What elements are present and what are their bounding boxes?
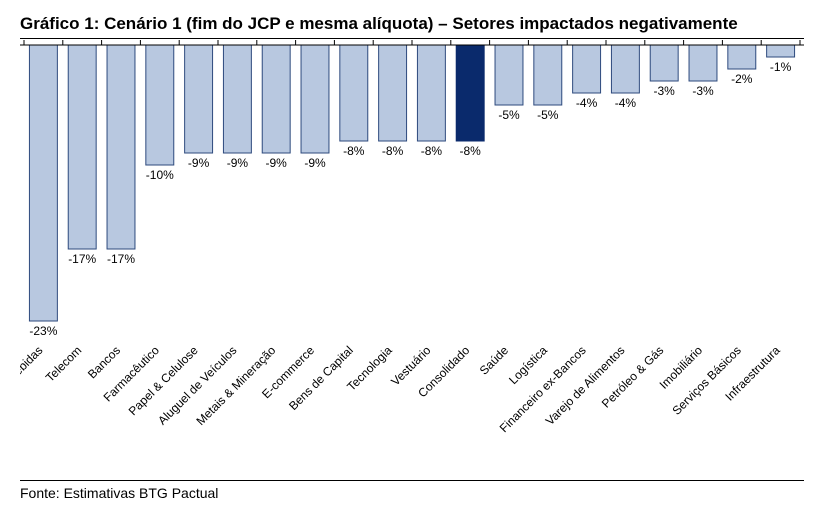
category-label: Serviços Básicos — [669, 343, 744, 418]
bar — [107, 45, 135, 249]
category-label: Saúde — [477, 343, 512, 378]
bar — [767, 45, 795, 57]
bar — [68, 45, 96, 249]
bar — [689, 45, 717, 81]
bar-value-label: -9% — [227, 156, 249, 170]
bar-value-label: -3% — [692, 84, 714, 98]
bar — [650, 45, 678, 81]
bar — [340, 45, 368, 141]
bar-value-label: -8% — [421, 144, 443, 158]
bar-value-label: -4% — [576, 96, 598, 110]
chart-title: Gráfico 1: Cenário 1 (fim do JCP e mesma… — [20, 14, 804, 39]
bar — [301, 45, 329, 153]
bar-value-label: -4% — [615, 96, 637, 110]
bar-value-label: -23% — [29, 324, 57, 338]
chart-container: -23% -17% -17% -10% -9% -9% -9% -9% -8% -8% -8% -8%… — [20, 39, 804, 480]
bar — [146, 45, 174, 165]
bar — [417, 45, 445, 141]
bar-value-label: -8% — [382, 144, 404, 158]
bar — [223, 45, 251, 153]
bar — [185, 45, 213, 153]
bar-value-label: -9% — [266, 156, 288, 170]
bar — [534, 45, 562, 105]
bar-value-label: -1% — [770, 60, 792, 74]
bar-value-label: -17% — [107, 252, 135, 266]
bar — [456, 45, 484, 141]
category-label: Papel & Celulose — [126, 343, 201, 418]
bar — [262, 45, 290, 153]
bar — [495, 45, 523, 105]
bar-value-label: -10% — [146, 168, 174, 182]
bar-value-label: -8% — [343, 144, 365, 158]
bar-value-label: -3% — [654, 84, 676, 98]
bar — [728, 45, 756, 69]
bar-value-label: -8% — [460, 144, 482, 158]
chart-source: Fonte: Estimativas BTG Pactual — [20, 480, 804, 501]
bar-value-label: -9% — [188, 156, 210, 170]
bar-value-label: -5% — [498, 108, 520, 122]
category-label: Bancos — [85, 343, 123, 381]
bar-chart: -23% -17% -17% -10% -9% -9% -9% -9% -8% -8% -8% -8%… — [20, 39, 804, 475]
bar-value-label: -5% — [537, 108, 559, 122]
bar — [611, 45, 639, 93]
bar-value-label: -2% — [731, 72, 753, 86]
category-label: Telecom — [43, 343, 84, 384]
bar — [29, 45, 57, 321]
bar-value-label: -9% — [304, 156, 326, 170]
bar — [379, 45, 407, 141]
category-label: Bebidas — [20, 343, 46, 384]
bar-value-label: -17% — [68, 252, 96, 266]
bar — [573, 45, 601, 93]
